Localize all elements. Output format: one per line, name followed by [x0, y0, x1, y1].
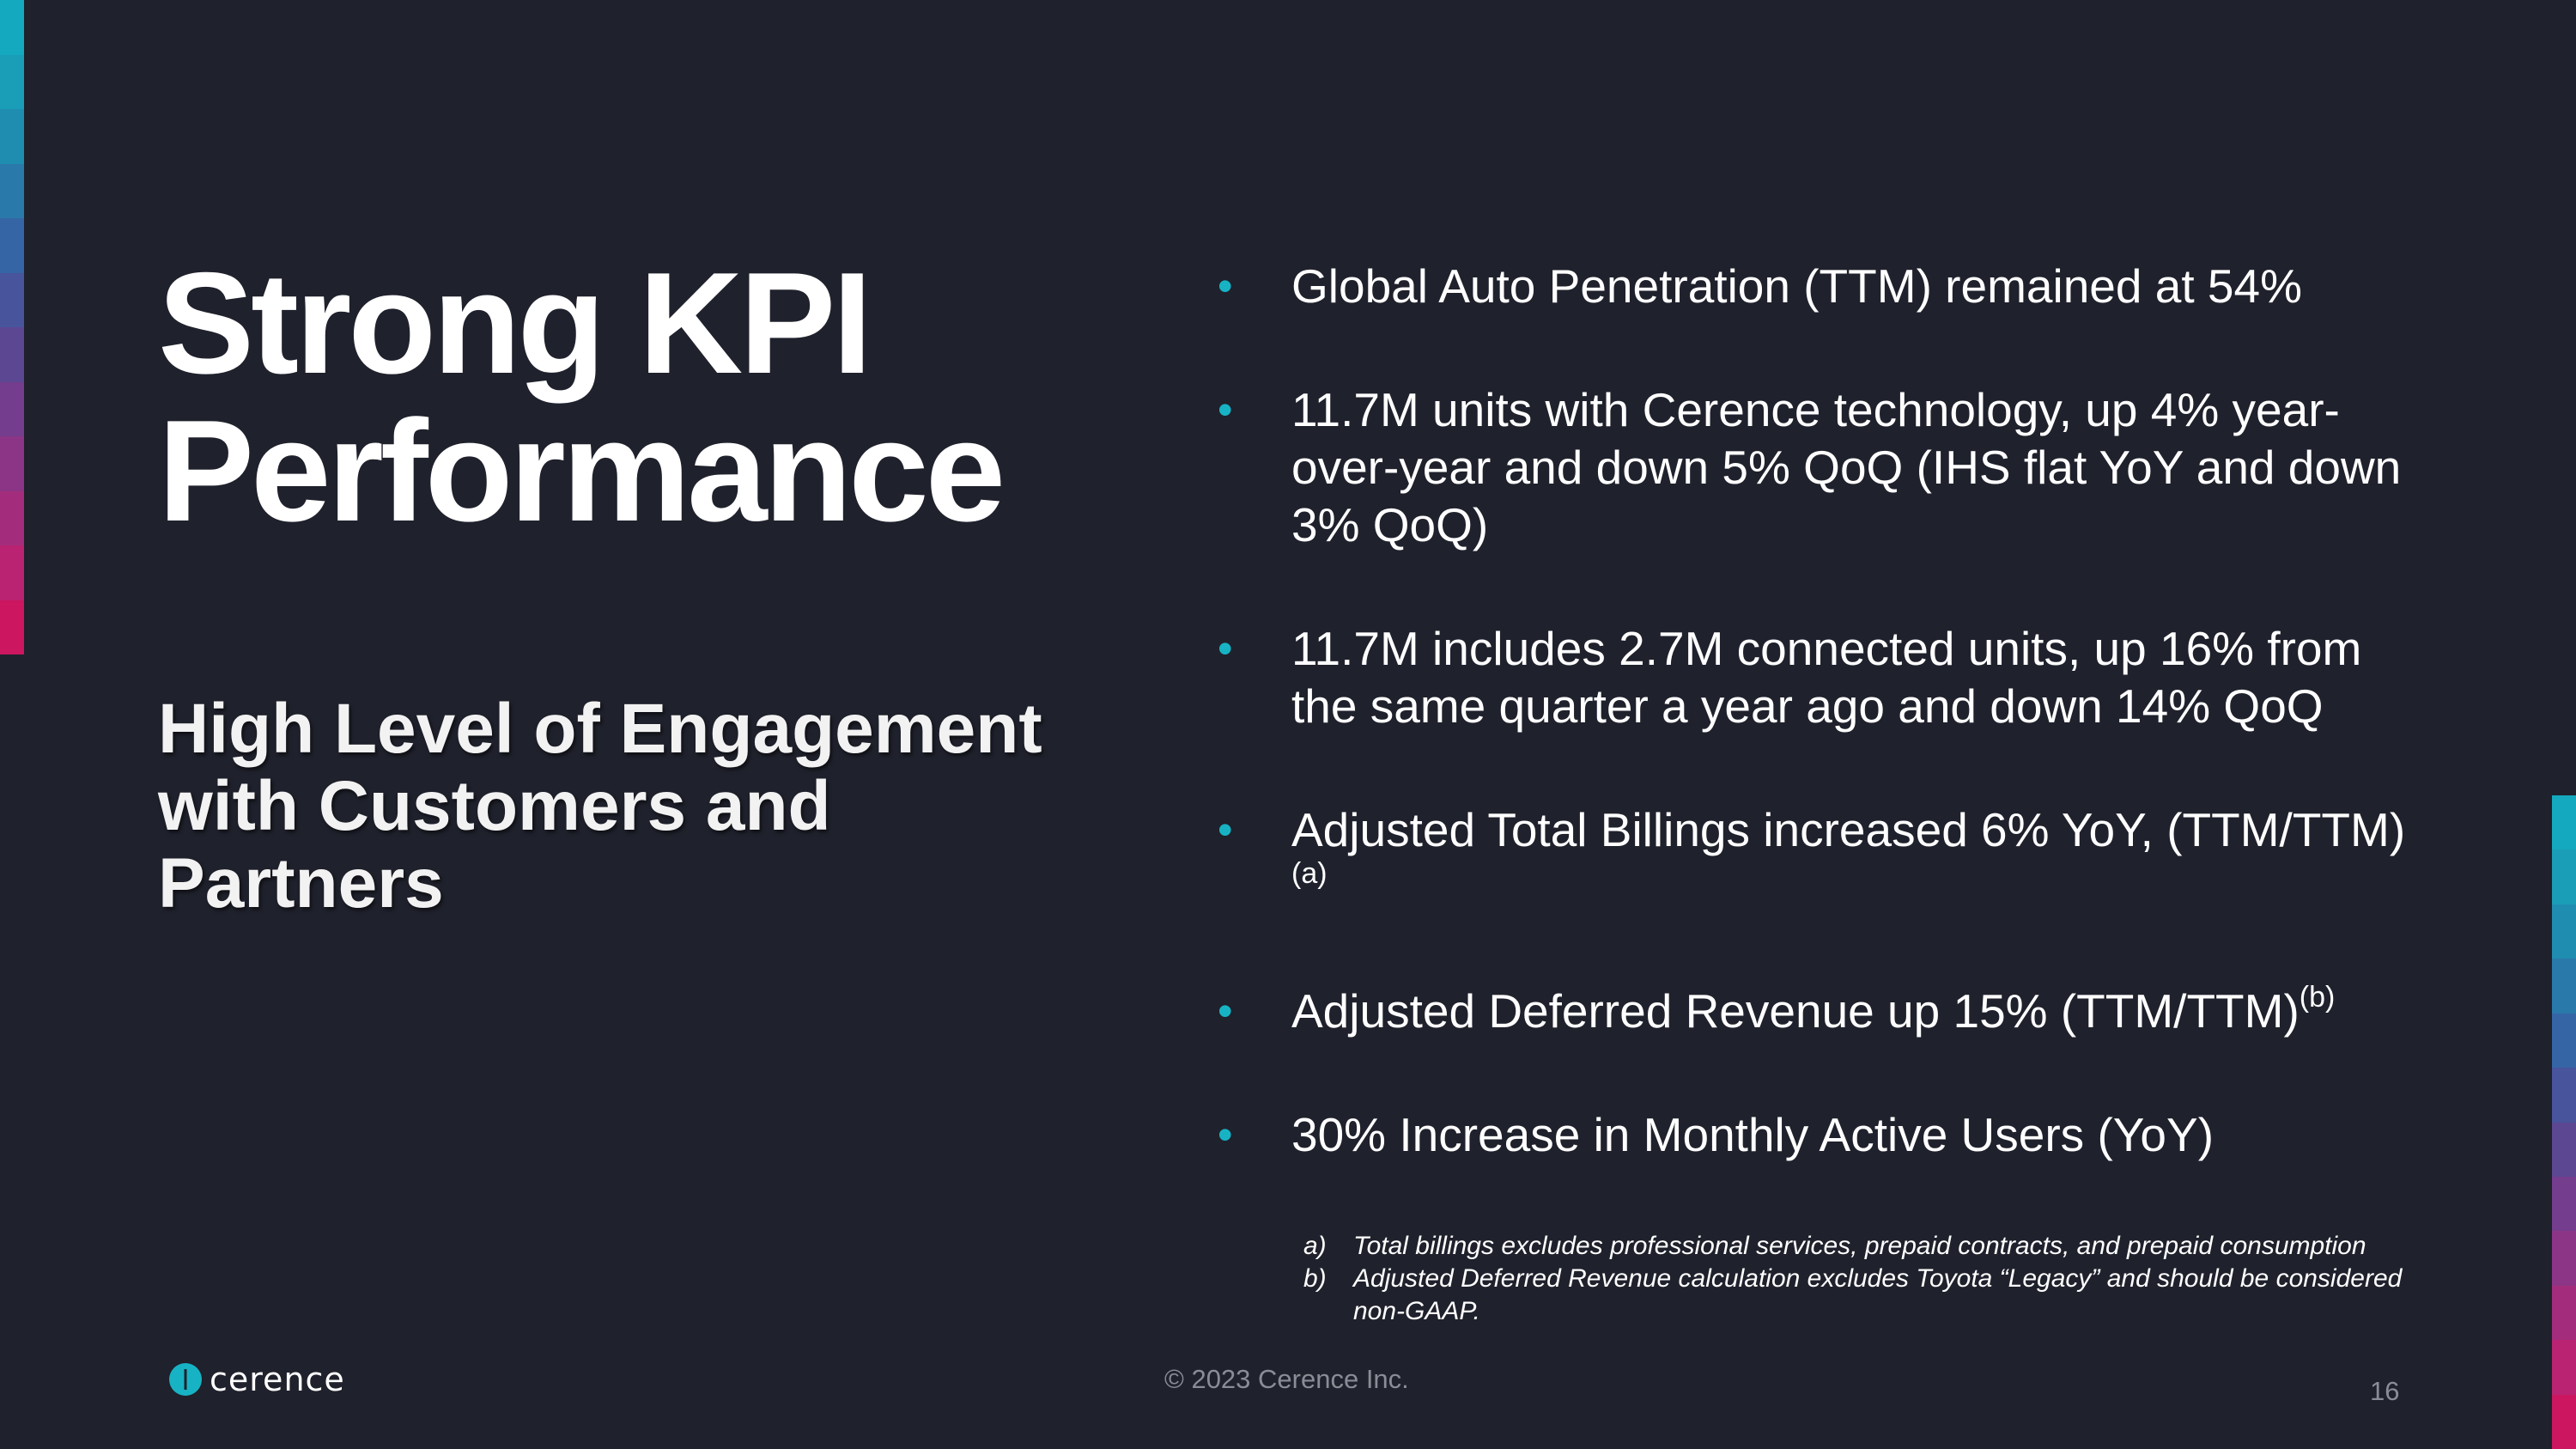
kpi-bullet-text: Adjusted Total Billings increased 6% YoY… — [1291, 803, 2406, 856]
slide-subtitle-line1: High Level of Engagement — [158, 690, 1042, 768]
right-accent-strip — [2552, 795, 2576, 1449]
kpi-bullet: • Global Auto Penetration (TTM) remained… — [1211, 258, 2430, 315]
slide-title-line2: Performance — [158, 390, 1005, 551]
cerence-logo-icon — [169, 1363, 202, 1396]
cerence-logo-text: cerence — [210, 1361, 345, 1398]
footnote-ref: (b) — [2299, 981, 2336, 1014]
kpi-bullet: • 11.7M units with Cerence technology, u… — [1211, 381, 2430, 554]
bullet-dot-icon: • — [1218, 624, 1233, 673]
bullet-dot-icon: • — [1218, 386, 1233, 434]
footnote-item: a) Total billings excludes professional … — [1303, 1230, 2420, 1263]
footnote-text: Total billings excludes professional ser… — [1353, 1232, 2366, 1260]
bullet-dot-icon: • — [1218, 806, 1233, 854]
copyright-text: © 2023 Cerence Inc. — [1164, 1364, 1409, 1394]
kpi-bullet-text: 30% Increase in Monthly Active Users (Yo… — [1291, 1108, 2215, 1161]
bullet-dot-icon: • — [1218, 987, 1233, 1035]
kpi-bullet: • Adjusted Deferred Revenue up 15% (TTM/… — [1211, 983, 2430, 1040]
bullet-dot-icon: • — [1218, 1111, 1233, 1159]
slide-title: Strong KPI Performance — [158, 249, 1103, 545]
slide-subtitle-line3: Partners — [158, 844, 444, 922]
kpi-bullet: • 30% Increase in Monthly Active Users (… — [1211, 1106, 2430, 1164]
footnote-text: Adjusted Deferred Revenue calculation ex… — [1353, 1264, 2403, 1325]
kpi-bullet-text: Global Auto Penetration (TTM) remained a… — [1291, 259, 2302, 313]
footnotes: a) Total billings excludes professional … — [1303, 1230, 2420, 1328]
kpi-bullet-list: • Global Auto Penetration (TTM) remained… — [1211, 258, 2430, 1230]
kpi-bullet-text: 11.7M units with Cerence technology, up … — [1291, 383, 2402, 551]
bullet-dot-icon: • — [1218, 262, 1233, 310]
kpi-bullet: • Adjusted Total Billings increased 6% Y… — [1211, 801, 2430, 916]
slide-subtitle-line2: with Customers and — [158, 767, 831, 845]
slide-title-line1: Strong KPI — [158, 242, 872, 404]
slide-subtitle: High Level of Engagement with Customers … — [158, 691, 1154, 922]
footnote-ref: (a) — [1291, 857, 1327, 890]
footnote-marker: b) — [1303, 1264, 1327, 1293]
footnote-marker: a) — [1303, 1232, 1327, 1260]
left-accent-strip — [0, 0, 24, 654]
footnote-item: b) Adjusted Deferred Revenue calculation… — [1303, 1263, 2420, 1328]
cerence-logo: cerence — [168, 1361, 345, 1398]
page-number: 16 — [2370, 1376, 2400, 1406]
kpi-bullet-text: 11.7M includes 2.7M connected units, up … — [1291, 622, 2362, 733]
kpi-bullet-text: Adjusted Deferred Revenue up 15% (TTM/TT… — [1291, 984, 2300, 1038]
kpi-bullet: • 11.7M includes 2.7M connected units, u… — [1211, 620, 2430, 735]
